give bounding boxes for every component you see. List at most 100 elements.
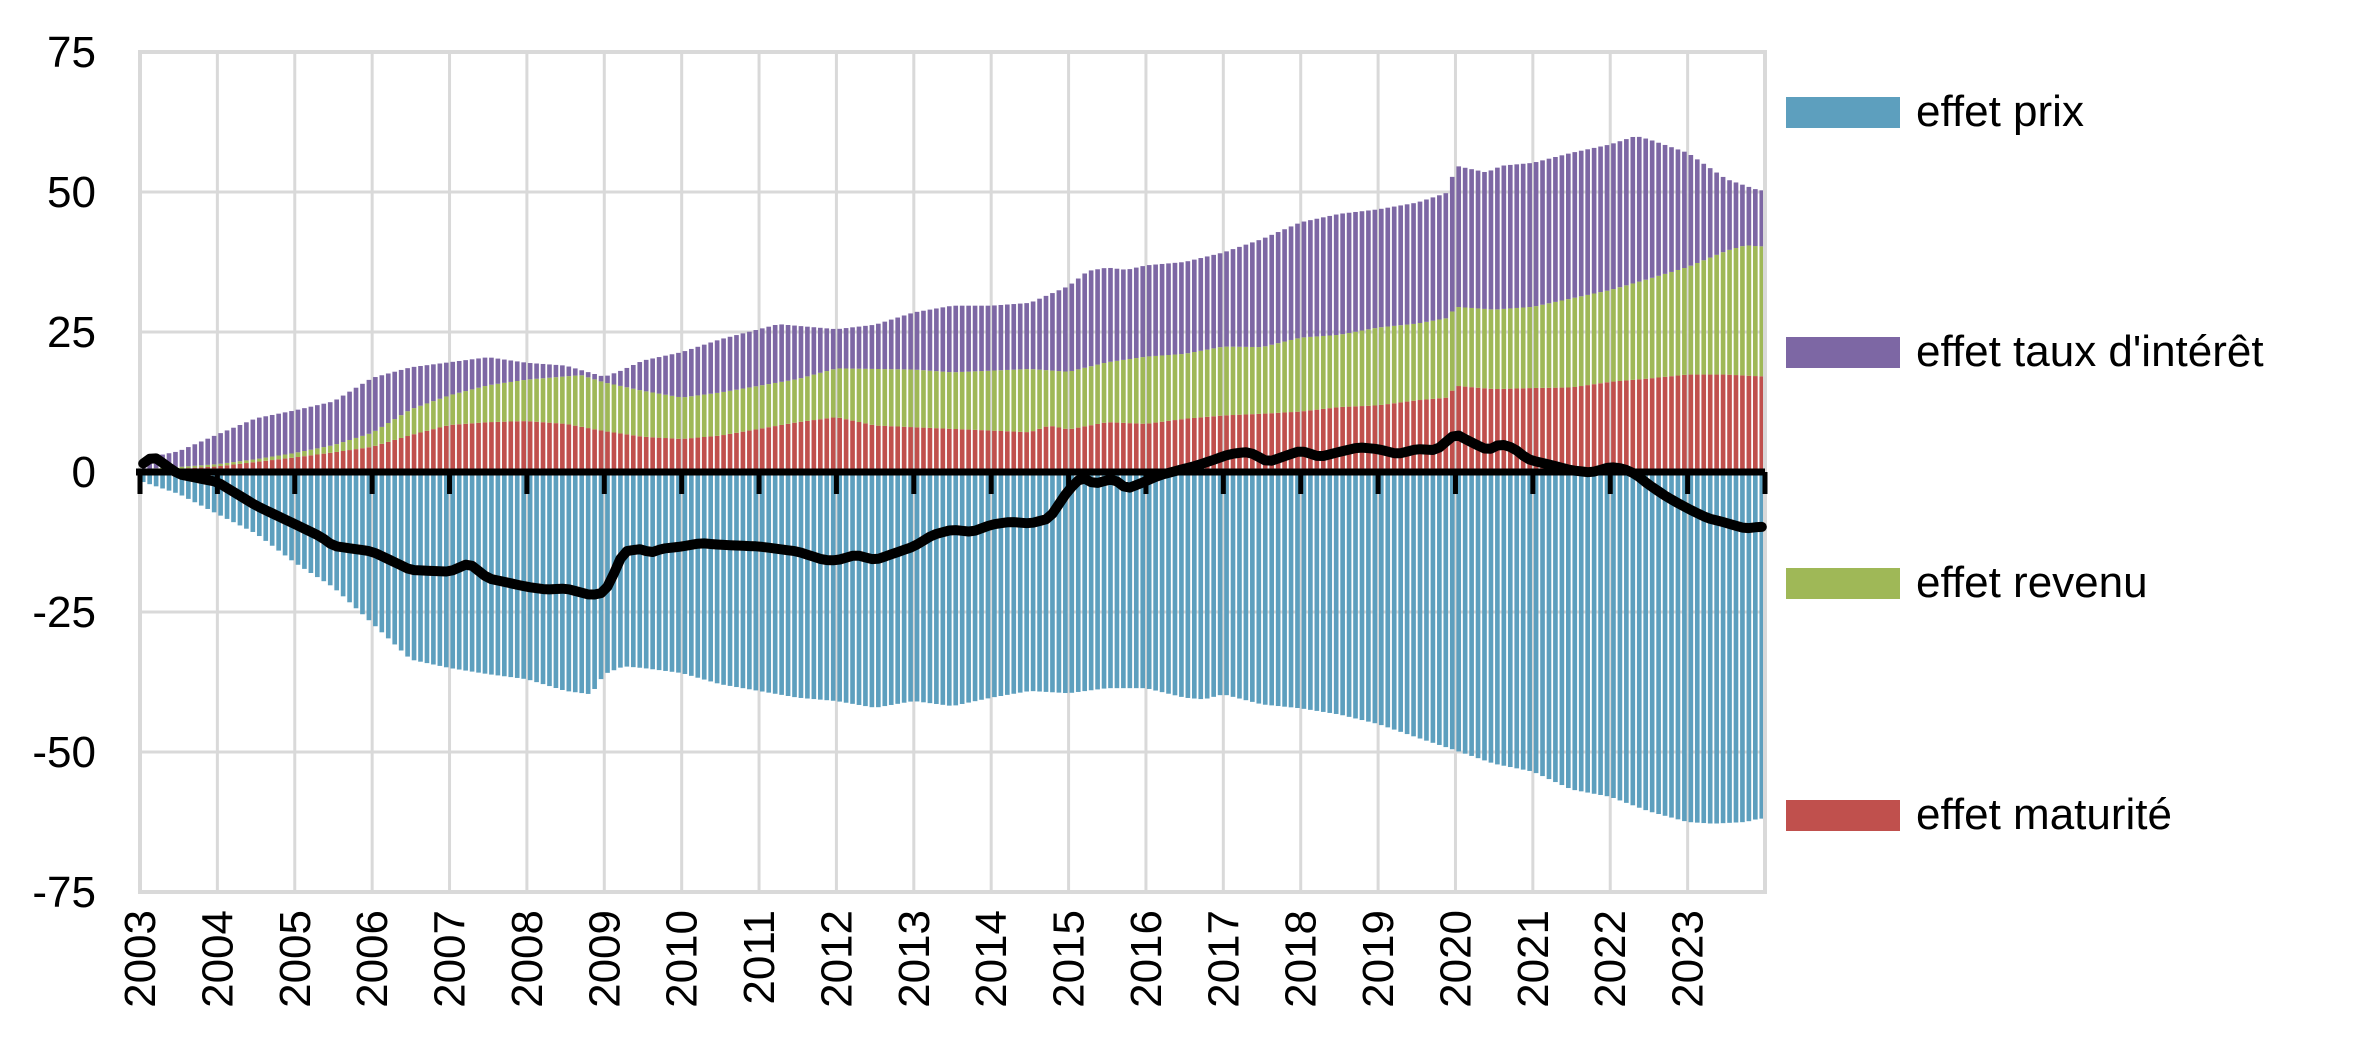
- bar-effet-taux: [934, 308, 939, 372]
- bar-effet-prix: [1546, 472, 1552, 780]
- bar-effet-prix: [1230, 472, 1236, 697]
- bar-effet-taux: [282, 412, 288, 455]
- bar-effet-prix: [946, 472, 952, 706]
- bar-effet-prix: [695, 472, 701, 678]
- bar-effet-taux: [1282, 229, 1287, 342]
- bar-effet-maturite: [1024, 432, 1029, 472]
- bar-effet-maturite: [753, 429, 759, 472]
- bar-effet-maturite: [830, 417, 836, 472]
- bar-effet-prix: [1649, 472, 1655, 813]
- bar-effet-taux: [1327, 215, 1333, 336]
- bar-effet-taux: [1179, 262, 1184, 355]
- bar-effet-prix: [140, 472, 146, 483]
- bar-effet-maturite: [508, 421, 514, 472]
- bar-effet-maturite: [1753, 376, 1758, 472]
- bar-effet-maturite: [463, 423, 468, 472]
- bar-effet-prix: [1153, 472, 1158, 691]
- bar-effet-taux: [366, 379, 372, 434]
- bar-effet-maturite: [1140, 423, 1146, 472]
- bar-effet-taux: [1604, 145, 1610, 291]
- bar-effet-maturite: [1462, 386, 1468, 472]
- bar-effet-revenu: [766, 384, 772, 428]
- bar-effet-revenu: [1179, 354, 1184, 420]
- bar-effet-prix: [1366, 472, 1371, 722]
- bar-effet-maturite: [1101, 422, 1107, 472]
- bar-effet-revenu: [373, 430, 378, 446]
- bar-effet-prix: [1391, 472, 1397, 730]
- bar-effet-maturite: [1217, 415, 1223, 472]
- bar-effet-maturite: [630, 435, 636, 472]
- bar-effet-taux: [166, 453, 172, 468]
- bar-effet-prix: [186, 472, 191, 499]
- bar-effet-prix: [1714, 472, 1719, 824]
- x-axis-label: 2003: [116, 910, 165, 1008]
- bar-effet-prix: [1308, 472, 1313, 710]
- bar-effet-prix: [508, 472, 514, 678]
- bar-effet-maturite: [1533, 387, 1539, 472]
- bar-effet-prix: [747, 472, 752, 690]
- bar-effet-revenu: [1514, 307, 1520, 389]
- legend-label-effet-taux: effet taux d'intérêt: [1916, 327, 2264, 376]
- bar-effet-revenu: [972, 371, 978, 430]
- bar-effet-maturite: [1740, 375, 1745, 472]
- bar-effet-revenu: [772, 382, 778, 427]
- bar-effet-maturite: [579, 426, 585, 472]
- bar-effet-maturite: [901, 426, 907, 472]
- bar-effet-prix: [1340, 472, 1345, 716]
- bar-effet-revenu: [179, 466, 185, 469]
- bar-effet-revenu: [605, 383, 610, 432]
- bar-effet-revenu: [1140, 357, 1146, 424]
- bar-effet-taux: [1043, 295, 1049, 371]
- bar-effet-prix: [282, 472, 288, 556]
- bar-effet-revenu: [1578, 296, 1584, 387]
- bar-effet-taux: [1404, 204, 1410, 325]
- bar-effet-revenu: [1669, 271, 1674, 377]
- bar-effet-prix: [334, 472, 340, 591]
- bar-effet-revenu: [1101, 363, 1107, 423]
- bar-effet-revenu: [418, 405, 423, 433]
- bar-effet-revenu: [1333, 335, 1339, 408]
- bar-effet-revenu: [650, 392, 655, 438]
- bar-effet-maturite: [1746, 375, 1752, 472]
- bar-effet-revenu: [1546, 303, 1552, 388]
- bar-effet-revenu: [966, 371, 971, 430]
- bar-effet-revenu: [1024, 369, 1029, 433]
- bar-effet-taux: [1114, 268, 1120, 361]
- bar-effet-taux: [431, 364, 436, 402]
- legend-label-effet-revenu: effet revenu: [1916, 558, 2148, 607]
- bar-effet-prix: [1720, 472, 1726, 824]
- bar-effet-prix: [1443, 472, 1449, 748]
- bar-effet-taux: [966, 305, 971, 372]
- bar-effet-taux: [1636, 136, 1642, 282]
- bar-effet-taux: [1088, 270, 1094, 367]
- bar-effet-revenu: [431, 401, 436, 430]
- bar-effet-prix: [1327, 472, 1333, 713]
- bar-effet-taux: [1753, 189, 1758, 247]
- bar-effet-revenu: [1121, 359, 1126, 423]
- bar-effet-prix: [979, 472, 984, 700]
- bar-effet-prix: [1269, 472, 1275, 706]
- bar-effet-maturite: [1378, 404, 1384, 472]
- bar-effet-maturite: [476, 422, 481, 472]
- bar-effet-maturite: [1507, 388, 1513, 472]
- bar-effet-taux: [1630, 136, 1636, 284]
- bar-effet-maturite: [1198, 417, 1204, 472]
- bar-effet-maturite: [1301, 411, 1307, 472]
- bar-effet-prix: [817, 472, 823, 700]
- bar-effet-revenu: [469, 389, 475, 424]
- bar-effet-taux: [637, 362, 643, 391]
- bar-effet-taux: [1308, 220, 1313, 337]
- bar-effet-prix: [1759, 472, 1765, 819]
- bar-effet-maturite: [682, 438, 688, 472]
- bar-effet-maturite: [1011, 431, 1017, 472]
- bar-effet-taux: [295, 409, 301, 453]
- bar-effet-taux: [759, 328, 765, 386]
- bar-effet-prix: [624, 472, 630, 667]
- bar-effet-revenu: [1746, 245, 1752, 376]
- bar-effet-maturite: [1017, 431, 1023, 472]
- bar-effet-maturite: [1327, 408, 1333, 472]
- bar-effet-maturite: [411, 434, 417, 472]
- bar-effet-taux: [373, 377, 378, 431]
- bar-effet-maturite: [817, 419, 823, 472]
- bar-effet-prix: [805, 472, 810, 699]
